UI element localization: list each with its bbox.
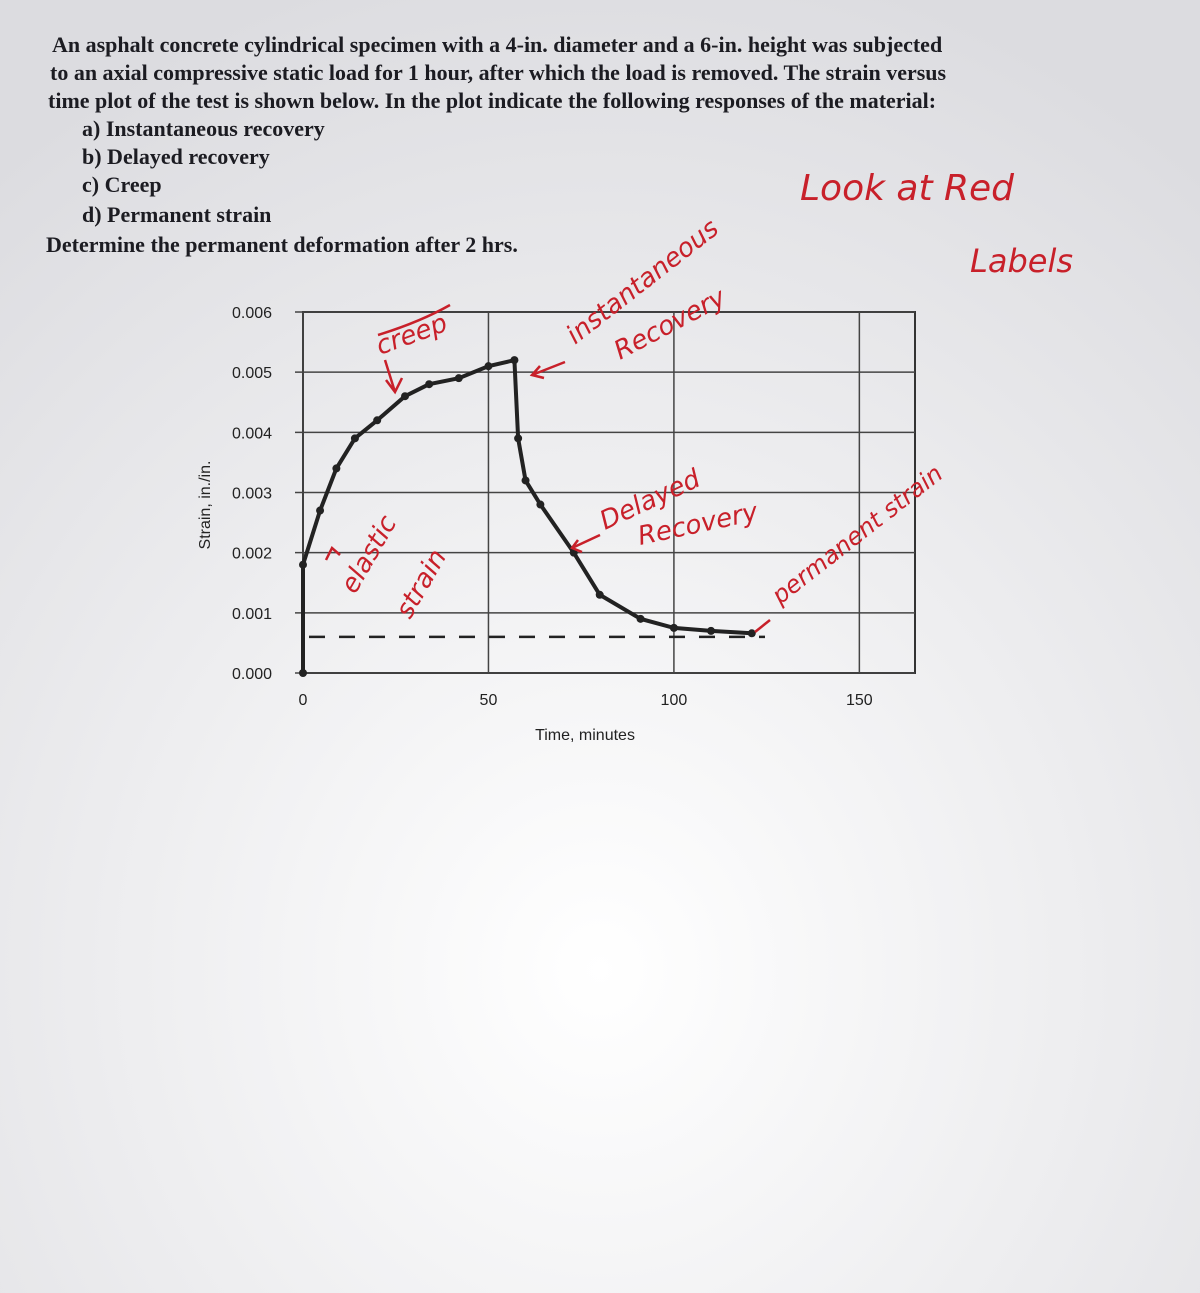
problem: An asphalt concrete cylindrical specimen… [46, 32, 947, 257]
intro-line: time plot of the test is shown below. In… [48, 88, 936, 113]
x-tick-label: 150 [846, 692, 873, 709]
data-point [636, 614, 645, 623]
data-point [299, 669, 307, 677]
data-point [536, 500, 545, 509]
data-point [747, 629, 756, 638]
arrow [324, 545, 341, 561]
arrow [754, 619, 771, 633]
annotation: Labels [970, 242, 1073, 280]
x-tick-label: 50 [480, 692, 498, 709]
y-axis-label: Strain, in./in. [197, 461, 214, 550]
data-point [316, 506, 325, 515]
data-point [510, 356, 519, 365]
y-tick-label: 0.000 [232, 666, 272, 683]
list-item: a) Instantaneous recovery [82, 116, 325, 141]
arrow [529, 360, 566, 380]
data-point [484, 362, 493, 371]
list-item: b) Delayed recovery [82, 144, 270, 169]
y-tick-label: 0.005 [232, 365, 272, 382]
arrow [383, 359, 404, 395]
data-point [707, 626, 715, 635]
data-point [299, 560, 307, 569]
annotation-arrows [324, 303, 771, 633]
underline [377, 303, 451, 337]
x-tick-label: 100 [661, 692, 688, 709]
list-item: d) Permanent strain [82, 202, 271, 227]
data-point [669, 623, 678, 632]
y-tick-label: 0.003 [232, 486, 272, 503]
x-axis-label: Time, minutes [535, 727, 635, 744]
data-point [454, 374, 463, 383]
data-point [332, 464, 341, 473]
y-tick-label: 0.001 [232, 606, 272, 623]
data-point [595, 590, 604, 599]
list-item: c) Creep [82, 172, 162, 197]
data-point [350, 434, 359, 443]
x-tick-label: 0 [299, 692, 308, 709]
intro-line: to an axial compressive static load for … [50, 60, 947, 85]
arrow [570, 533, 601, 554]
annotation: Look at Red [800, 168, 1015, 209]
data-point [425, 380, 434, 389]
strain-line [301, 357, 752, 673]
y-tick-label: 0.004 [232, 425, 272, 442]
data-point [401, 392, 409, 401]
y-tick-label: 0.002 [232, 546, 272, 563]
chart: 0.000 0.001 0.002 0.003 0.004 0.005 0.006 0 50 10… [197, 305, 916, 744]
data-point [514, 434, 523, 443]
intro-line: An asphalt concrete cylindrical specimen… [52, 32, 942, 57]
question: Determine the permanent deformation afte… [46, 232, 518, 257]
data-point [373, 416, 382, 425]
data-point [521, 476, 530, 485]
y-tick-label: 0.006 [232, 305, 272, 322]
